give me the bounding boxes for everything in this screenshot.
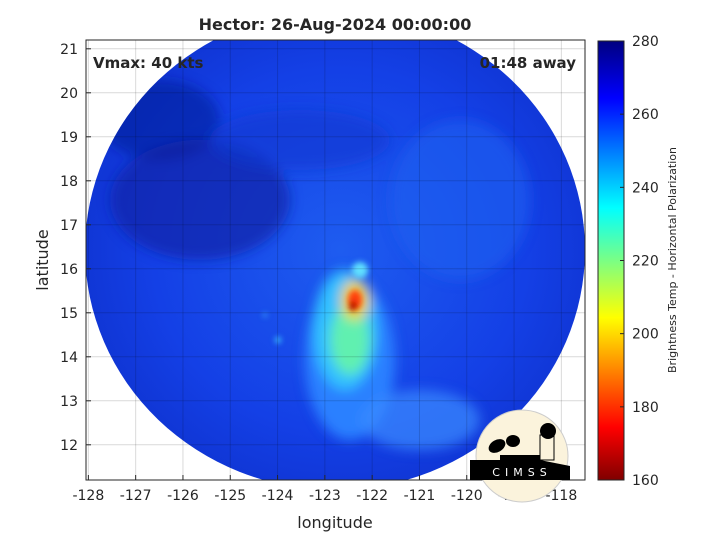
x-tick-label: -120 [451, 488, 483, 504]
y-tick-label: 18 [60, 174, 78, 190]
colorbar-tick-label: 200 [632, 327, 659, 343]
x-tick-label: -127 [120, 488, 152, 504]
colorbar-ticks: 160 180 200 220 240 260 280 [620, 34, 659, 489]
y-tick-label: 19 [60, 130, 78, 146]
x-tick-label: -121 [404, 488, 436, 504]
vmax-label: Vmax: 40 kts [93, 54, 203, 72]
y-tick-label: 21 [60, 42, 78, 58]
y-tick-label: 15 [60, 306, 78, 322]
colorbar-tick-label: 280 [632, 34, 659, 50]
x-tick-label: -122 [356, 488, 388, 504]
colorbar-label: Brightness Temp - Horizontal Polarizatio… [666, 147, 679, 373]
colorbar-tick-label: 160 [632, 473, 659, 489]
logo-text: CIMSS [492, 466, 551, 479]
x-axis-label: longitude [297, 513, 372, 532]
x-tick-label: -118 [545, 488, 577, 504]
x-tick-label: -124 [262, 488, 294, 504]
colorbar: 160 180 200 220 240 260 280 Brightness Temp - … [597, 34, 679, 489]
y-tick-labels: 12 13 14 15 16 17 18 19 20 21 [60, 42, 91, 454]
x-tick-label: -128 [72, 488, 104, 504]
y-axis-label: latitude [33, 229, 52, 290]
plot-axes: -128-127-126-125-124-123-122-121-120-119… [33, 15, 586, 532]
colorbar-tick-label: 220 [632, 254, 659, 270]
brightness-temp-image [86, 40, 585, 480]
x-tick-label: -126 [167, 488, 199, 504]
y-tick-label: 16 [60, 262, 78, 278]
y-tick-label: 12 [60, 438, 78, 454]
y-tick-label: 20 [60, 86, 78, 102]
colorbar-tick-label: 240 [632, 180, 659, 196]
cimss-logo: CIMSS [470, 409, 570, 503]
x-tick-label: -123 [309, 488, 341, 504]
y-tick-label: 14 [60, 350, 78, 366]
time-away-label: 01:48 away [480, 54, 577, 72]
x-tick-label: -125 [214, 488, 246, 504]
y-tick-label: 13 [60, 394, 78, 410]
y-tick-label: 17 [60, 218, 78, 234]
colorbar-tick-label: 180 [632, 400, 659, 416]
plot-title: Hector: 26-Aug-2024 00:00:00 [199, 15, 472, 34]
colorbar-tick-label: 260 [632, 107, 659, 123]
